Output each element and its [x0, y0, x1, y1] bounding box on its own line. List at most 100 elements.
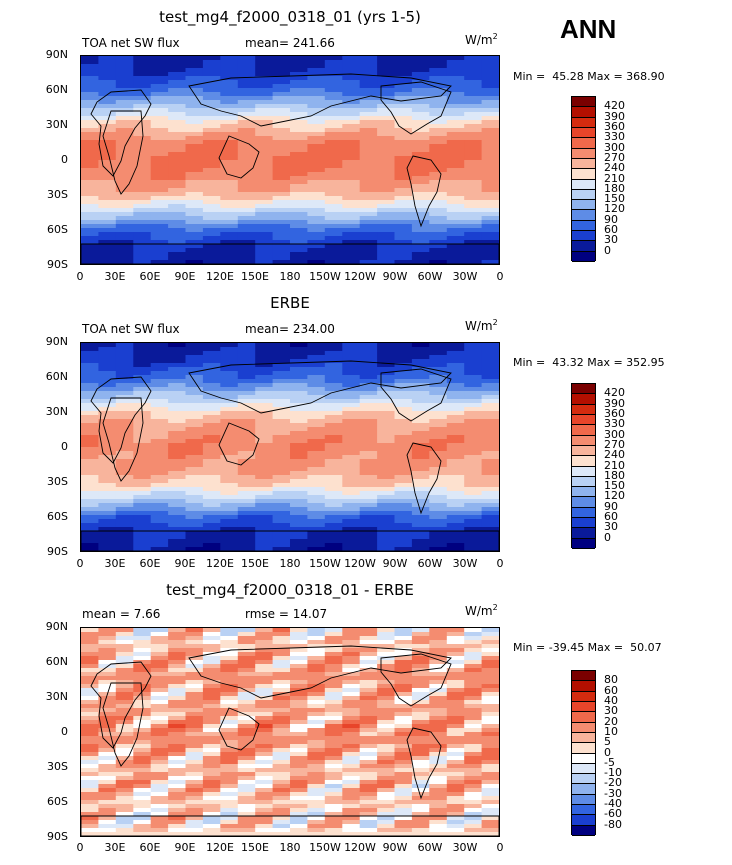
map-cell — [290, 355, 308, 360]
map-cell — [481, 108, 499, 113]
map-cell — [98, 204, 117, 209]
map-cell — [394, 224, 413, 229]
map-cell — [202, 232, 221, 237]
map-cell — [342, 531, 361, 536]
map-cell — [446, 800, 465, 805]
map-cell — [394, 740, 413, 745]
map-cell — [81, 172, 99, 177]
map-cell — [150, 347, 169, 352]
map-cell — [133, 419, 152, 424]
map-cell — [220, 104, 239, 109]
map-cell — [481, 471, 499, 476]
map-cell — [324, 447, 343, 452]
map-cell — [272, 100, 291, 105]
map-cell — [359, 88, 378, 93]
map-cell — [255, 120, 274, 125]
map-cell — [255, 684, 274, 689]
map-cell — [115, 104, 134, 109]
map-cell — [237, 636, 256, 641]
map-cell — [202, 80, 221, 85]
map-cell — [133, 724, 152, 729]
map-cell — [377, 84, 396, 89]
map-cell — [81, 383, 99, 388]
map-cell — [342, 724, 361, 729]
map-cell — [324, 455, 343, 460]
map-cell — [133, 495, 152, 500]
map-cell — [168, 664, 187, 669]
map-cell — [98, 756, 117, 761]
map-cell — [464, 56, 483, 61]
map-cell — [429, 220, 448, 225]
map-cell — [185, 804, 204, 809]
map-cell — [377, 712, 396, 717]
map-cell — [81, 415, 99, 420]
map-cell — [481, 740, 499, 745]
map-cell — [168, 387, 187, 392]
map-cell — [272, 772, 291, 777]
map-cell — [464, 708, 483, 713]
map-cell — [307, 527, 326, 532]
map-cell — [411, 764, 430, 769]
map-cell — [272, 200, 291, 205]
map-cell — [150, 455, 169, 460]
map-cell — [272, 192, 291, 197]
coastline — [90, 376, 152, 464]
map-cell — [307, 696, 326, 701]
map-cell — [237, 124, 256, 129]
map-cell — [359, 415, 378, 420]
map-cell — [446, 728, 465, 733]
map-cell — [133, 391, 152, 396]
map-cell — [168, 220, 187, 225]
map-cell — [481, 451, 499, 456]
map-cell — [133, 160, 152, 165]
map-cell — [359, 256, 378, 261]
map-cell — [237, 68, 256, 73]
map-cell — [255, 656, 274, 661]
map-cell — [220, 184, 239, 189]
map-cell — [168, 475, 187, 480]
map-cell — [464, 720, 483, 725]
map-cell — [464, 832, 483, 836]
map-cell — [220, 796, 239, 801]
map-cell — [272, 104, 291, 109]
map-cell — [168, 72, 187, 77]
map-cell — [202, 383, 221, 388]
map-cell — [446, 228, 465, 233]
lat-tick-label: 60S — [47, 223, 68, 236]
map-cell — [98, 539, 117, 544]
map-cell — [429, 72, 448, 77]
map-cell — [342, 204, 361, 209]
map-cell — [359, 411, 378, 416]
map-cell — [81, 252, 99, 257]
map-cell — [377, 347, 396, 352]
map-cell — [429, 539, 448, 544]
map-cell — [464, 439, 483, 444]
map-cell — [394, 112, 413, 117]
map-cell — [290, 535, 308, 540]
map-cell — [307, 439, 326, 444]
map-cell — [237, 399, 256, 404]
map-cell — [133, 60, 152, 65]
map-cell — [342, 415, 361, 420]
map-cell — [202, 700, 221, 705]
map-cell — [150, 712, 169, 717]
map-cell — [446, 788, 465, 793]
map-cell — [202, 756, 221, 761]
map-cell — [272, 820, 291, 825]
map-cell — [481, 112, 499, 117]
map-cell — [290, 367, 308, 372]
map-cell — [115, 740, 134, 745]
map-cell — [359, 128, 378, 133]
map-cell — [290, 764, 308, 769]
map-cell — [81, 128, 99, 133]
map-cell — [272, 156, 291, 161]
map-cell — [429, 204, 448, 209]
map-cell — [255, 475, 274, 480]
map-cell — [359, 343, 378, 348]
map-cell — [237, 732, 256, 737]
map-cell — [133, 168, 152, 173]
map-cell — [446, 672, 465, 677]
map-cell — [359, 56, 378, 61]
map-cell — [115, 816, 134, 821]
lat-tick-label: 90N — [45, 48, 68, 61]
